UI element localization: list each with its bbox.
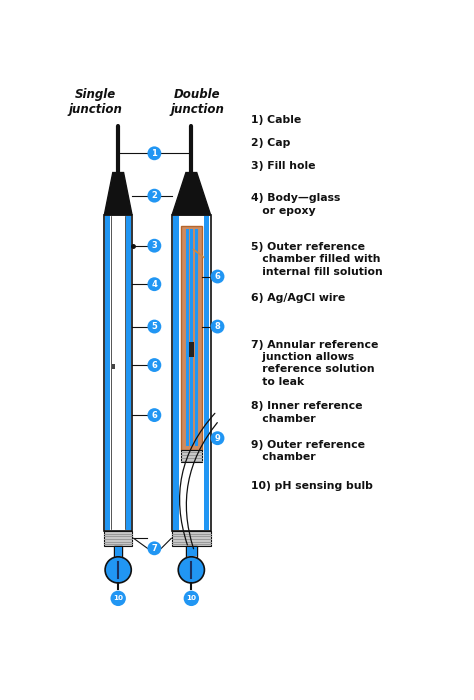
- Text: 5: 5: [151, 322, 157, 331]
- Ellipse shape: [105, 556, 131, 583]
- Text: 8: 8: [215, 322, 220, 331]
- Text: Single
junction: Single junction: [68, 88, 122, 116]
- Text: 2: 2: [151, 191, 157, 200]
- Text: 9: 9: [215, 434, 220, 442]
- Bar: [204, 216, 210, 530]
- Polygon shape: [172, 173, 210, 215]
- Ellipse shape: [178, 556, 204, 583]
- Circle shape: [110, 591, 126, 606]
- Text: 10: 10: [186, 596, 196, 601]
- Bar: [189, 342, 194, 357]
- Bar: [192, 547, 197, 556]
- Polygon shape: [104, 173, 132, 215]
- Circle shape: [147, 277, 161, 291]
- Bar: [104, 215, 132, 531]
- Bar: [126, 216, 131, 530]
- Bar: [104, 531, 132, 546]
- Text: 2) Cap: 2) Cap: [251, 138, 291, 148]
- Circle shape: [147, 358, 161, 372]
- Bar: [112, 364, 115, 369]
- Bar: [114, 546, 122, 556]
- Circle shape: [210, 270, 225, 284]
- Bar: [181, 227, 202, 450]
- Bar: [172, 531, 210, 546]
- Circle shape: [147, 239, 161, 253]
- Bar: [187, 547, 191, 556]
- Circle shape: [210, 320, 225, 333]
- Circle shape: [183, 591, 199, 606]
- Text: 3: 3: [152, 241, 157, 250]
- Bar: [186, 546, 197, 556]
- Text: 10) pH sensing bulb: 10) pH sensing bulb: [251, 480, 373, 491]
- Circle shape: [147, 408, 161, 422]
- Text: 6: 6: [215, 272, 220, 281]
- Text: 3) Fill hole: 3) Fill hole: [251, 161, 316, 171]
- Text: 1: 1: [151, 149, 157, 158]
- Bar: [173, 216, 179, 530]
- Text: 4) Body—glass
   or epoxy: 4) Body—glass or epoxy: [251, 193, 341, 216]
- Text: 4: 4: [151, 280, 157, 288]
- Bar: [181, 450, 202, 462]
- Text: Double
junction: Double junction: [171, 88, 224, 116]
- Text: 6: 6: [151, 411, 157, 419]
- Bar: [172, 215, 210, 531]
- Circle shape: [147, 541, 161, 555]
- Text: 9) Outer reference
   chamber: 9) Outer reference chamber: [251, 440, 365, 462]
- Circle shape: [147, 146, 161, 160]
- Text: 10: 10: [113, 596, 123, 601]
- Circle shape: [147, 320, 161, 333]
- Text: 7: 7: [152, 544, 157, 553]
- Text: 6) Ag/AgCl wire: 6) Ag/AgCl wire: [251, 293, 346, 303]
- Text: 7) Annular reference
   junction allows
   reference solution
   to leak: 7) Annular reference junction allows ref…: [251, 340, 379, 387]
- Circle shape: [147, 189, 161, 202]
- Text: 6: 6: [151, 360, 157, 370]
- Bar: [116, 547, 118, 556]
- Text: 8) Inner reference
   chamber: 8) Inner reference chamber: [251, 401, 363, 424]
- Text: 1) Cable: 1) Cable: [251, 115, 301, 125]
- Bar: [119, 547, 122, 556]
- Bar: [106, 216, 110, 530]
- Text: 5) Outer reference
   chamber filled with
   internal fill solution: 5) Outer reference chamber filled with i…: [251, 241, 383, 276]
- Circle shape: [210, 431, 225, 445]
